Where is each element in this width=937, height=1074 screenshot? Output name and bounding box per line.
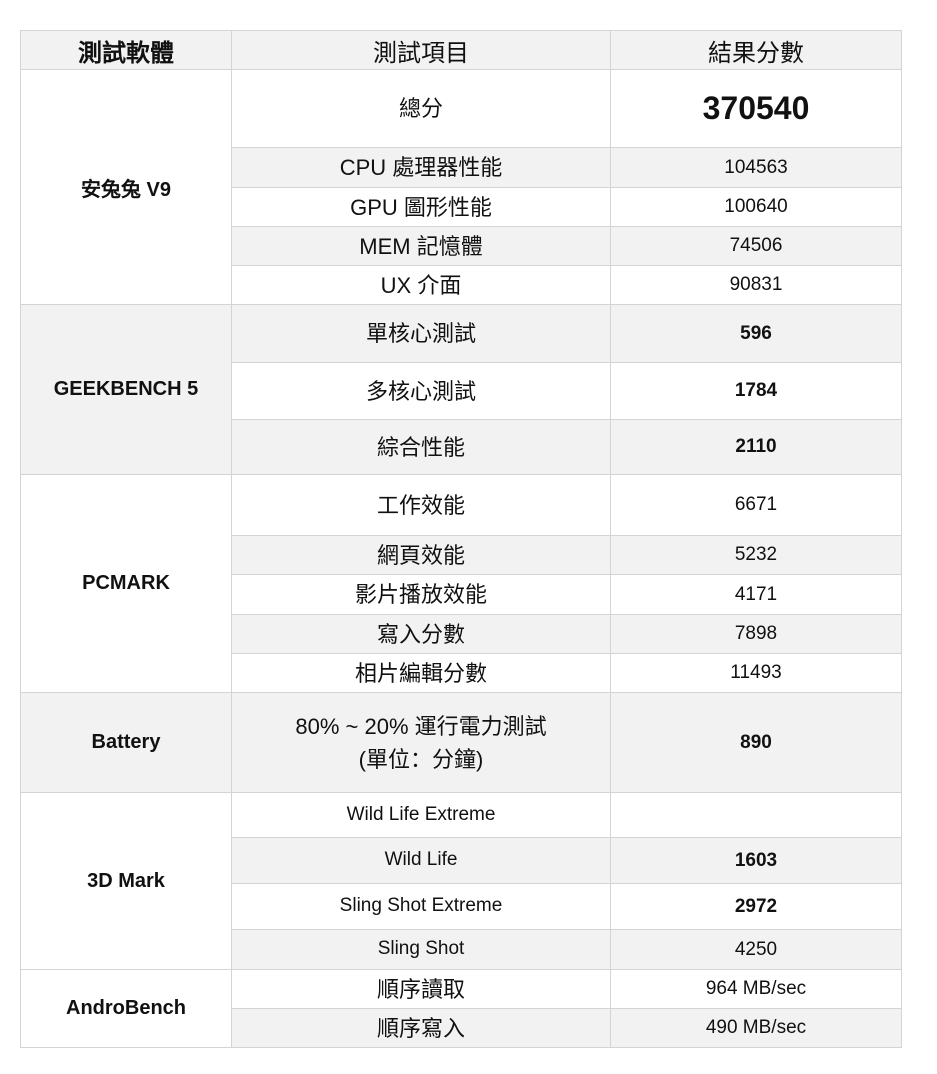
test-item-cell: Wild Life bbox=[231, 837, 611, 884]
header-software: 測試軟體 bbox=[20, 30, 232, 70]
table-row: 3D Mark Wild Life Extreme bbox=[20, 792, 902, 970]
table-row: 順序寫入 490 MB/sec bbox=[21, 1008, 902, 1048]
score-cell: 6671 bbox=[610, 474, 902, 536]
score-cell bbox=[610, 792, 902, 838]
test-item-cell: Sling Shot bbox=[231, 929, 611, 970]
score-cell: 4171 bbox=[610, 574, 902, 615]
benchmark-table: 測試軟體 測試項目 結果分數 安兔兔 V9 總分 370540 CPU 處理器性能 10… bbox=[20, 30, 902, 1048]
software-name-cell: 安兔兔 V9 bbox=[20, 69, 232, 305]
score-cell: 964 MB/sec bbox=[610, 969, 902, 1009]
table-row: Wild Life 1603 bbox=[21, 837, 902, 884]
test-item-cell: 綜合性能 bbox=[231, 419, 611, 475]
software-name-cell: AndroBench bbox=[20, 969, 232, 1048]
score-cell: 104563 bbox=[610, 147, 902, 188]
test-item-cell: GPU 圖形性能 bbox=[231, 187, 611, 227]
score-cell: 5232 bbox=[610, 535, 902, 575]
table-row: PCMARK 工作效能 6671 bbox=[20, 474, 902, 693]
score-cell: 1784 bbox=[610, 362, 902, 420]
table-row: MEM 記憶體 74506 bbox=[21, 226, 902, 266]
header-test-item: 測試項目 bbox=[231, 30, 611, 70]
score-cell: 370540 bbox=[610, 69, 902, 148]
score-cell: 4250 bbox=[610, 929, 902, 970]
test-item-cell: 單核心測試 bbox=[231, 304, 611, 363]
score-cell: 2110 bbox=[610, 419, 902, 475]
test-item-cell: Wild Life Extreme bbox=[231, 792, 611, 838]
table-row: Sling Shot Extreme 2972 bbox=[21, 883, 902, 930]
test-item-cell: 網頁效能 bbox=[231, 535, 611, 575]
score-cell: 890 bbox=[610, 692, 902, 793]
table-row: 相片編輯分數 11493 bbox=[21, 653, 902, 693]
test-item-cell: CPU 處理器性能 bbox=[231, 147, 611, 188]
test-item-cell: 順序讀取 bbox=[231, 969, 611, 1009]
test-item-cell: 影片播放效能 bbox=[231, 574, 611, 615]
test-item-cell: 總分 bbox=[231, 69, 611, 148]
score-cell: 7898 bbox=[610, 614, 902, 654]
score-cell: 596 bbox=[610, 304, 902, 363]
test-item-cell: 80% ~ 20% 運行電力測試 (單位：分鐘) bbox=[231, 692, 611, 793]
test-item-cell: 順序寫入 bbox=[231, 1008, 611, 1048]
score-cell: 90831 bbox=[610, 265, 902, 305]
software-name-cell: Battery bbox=[20, 692, 232, 793]
test-item-cell: 工作效能 bbox=[231, 474, 611, 536]
software-name-cell: GEEKBENCH 5 bbox=[20, 304, 232, 475]
software-name-cell: 3D Mark bbox=[20, 792, 232, 970]
score-cell: 1603 bbox=[610, 837, 902, 884]
table-row: CPU 處理器性能 104563 bbox=[21, 147, 902, 188]
software-name-cell: PCMARK bbox=[20, 474, 232, 693]
header-score: 結果分數 bbox=[610, 30, 902, 70]
table-body: 安兔兔 V9 總分 370540 CPU 處理器性能 104563 GPU 圖形性能 100… bbox=[20, 69, 902, 1048]
score-cell: 11493 bbox=[610, 653, 902, 693]
test-item-cell: UX 介面 bbox=[231, 265, 611, 305]
test-item-cell: 多核心測試 bbox=[231, 362, 611, 420]
header-row: 測試軟體 測試項目 結果分數 bbox=[20, 30, 902, 70]
test-item-cell: MEM 記憶體 bbox=[231, 226, 611, 266]
table-row: AndroBench 順序讀取 964 MB/sec bbox=[20, 969, 902, 1048]
score-cell: 100640 bbox=[610, 187, 902, 227]
table-row: GPU 圖形性能 100640 bbox=[21, 187, 902, 227]
score-cell: 490 MB/sec bbox=[610, 1008, 902, 1048]
table-row: 綜合性能 2110 bbox=[21, 419, 902, 475]
table-row: Battery 80% ~ 20% 運行電力測試 (單位：分鐘) 890 bbox=[20, 692, 902, 793]
test-item-cell: 相片編輯分數 bbox=[231, 653, 611, 693]
table-row: 寫入分數 7898 bbox=[21, 614, 902, 654]
table-row: Sling Shot 4250 bbox=[21, 929, 902, 970]
table-row: 安兔兔 V9 總分 370540 bbox=[20, 69, 902, 305]
test-item-cell: 寫入分數 bbox=[231, 614, 611, 654]
table-row: GEEKBENCH 5 單核心測試 596 bbox=[20, 304, 902, 475]
score-cell: 74506 bbox=[610, 226, 902, 266]
test-item-cell: Sling Shot Extreme bbox=[231, 883, 611, 930]
score-cell: 2972 bbox=[610, 883, 902, 930]
table-row: 多核心測試 1784 bbox=[21, 362, 902, 420]
